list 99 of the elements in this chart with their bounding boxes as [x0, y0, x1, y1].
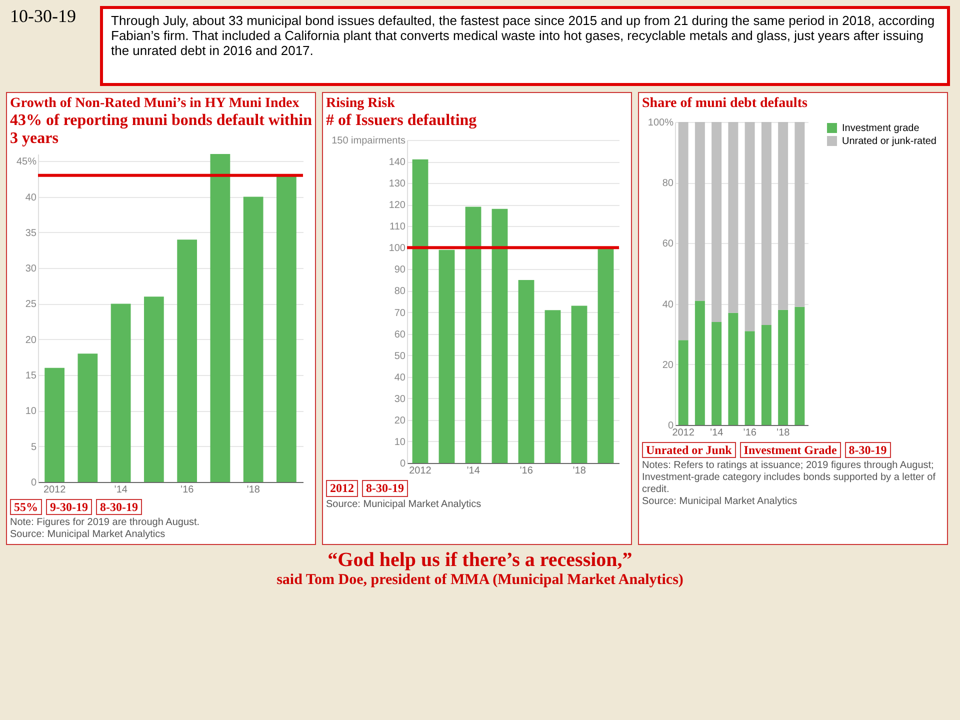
bar	[412, 160, 428, 464]
chart-title: Share of muni debt defaults	[642, 96, 808, 112]
y-tick-label: 140	[388, 158, 406, 169]
bar	[465, 207, 482, 464]
y-tick-label: 90	[394, 265, 406, 276]
bar	[78, 354, 98, 482]
text: Through July, about 33 municipal bond issues defaulted, the fastest pace since 2015 and up from 21 during the same period in 2018, according Fabian’s firm. That included a California plant that converts medical waste into hot gases, recyclable metals and glass, just years after issuing the unrated debt in 2016 and 2017.	[100, 6, 950, 86]
text: “God help us if there’s a recession,”	[326, 549, 634, 572]
y-tick-label: 60	[394, 330, 406, 341]
text: said Tom Doe, president of MMA (Municipal Market Analytics)	[276, 572, 684, 590]
text: 8-30-19	[362, 480, 408, 497]
y-tick-label: 130	[388, 179, 406, 190]
text: 10-30-19	[10, 6, 77, 28]
y-tick-label: 120	[388, 200, 406, 212]
bar	[678, 122, 688, 340]
text: Notes: Refers to ratings at issuance; 2019 figures through August; Investment-grade category includes bonds supported by a letter of credit.	[642, 460, 937, 496]
source-note: Source: Municipal Market Analytics	[10, 529, 166, 542]
legend-label: Investment grade	[842, 123, 920, 134]
y-tick-label: 30	[25, 263, 37, 274]
bar	[694, 122, 705, 301]
bar	[110, 304, 131, 482]
text: Unrated or Junk	[642, 442, 736, 458]
text: 8-30-19	[844, 442, 891, 458]
y-tick-label: 100%	[648, 118, 674, 129]
text: 8-30-19	[96, 498, 142, 516]
y-tick-label: 20	[25, 334, 37, 346]
x-tick-label: ’16	[180, 484, 194, 496]
chart-subtitle: 43% of reporting muni bonds default within 3 years	[10, 112, 312, 149]
y-tick-label: 30	[394, 394, 406, 406]
bar	[728, 312, 738, 426]
bar	[761, 122, 772, 326]
bar	[712, 122, 722, 322]
y-tick-label: 0	[400, 458, 406, 470]
y-tick-label: 40	[25, 192, 37, 204]
y-tick-label: 40	[662, 299, 674, 310]
y-tick-label: 70	[394, 308, 406, 320]
x-tick-label: 2012	[409, 466, 432, 477]
bar	[778, 310, 788, 426]
bar	[744, 331, 755, 426]
y-tick-label: 50	[394, 351, 406, 362]
bar	[678, 340, 688, 426]
y-tick-label: 5	[30, 442, 37, 453]
y-tick-label: 80	[662, 178, 674, 190]
text: Note: Figures for 2019 are through August.	[10, 517, 201, 530]
bar	[761, 325, 772, 426]
y-tick-label: 100	[388, 244, 406, 255]
x-tick-label: 2012	[672, 428, 695, 439]
y-tick-label: 110	[390, 222, 406, 234]
text: 9-30-19	[46, 498, 92, 516]
y-tick-label: 15	[25, 370, 37, 382]
y-tick-label: 45%	[16, 156, 37, 168]
bar	[210, 154, 230, 482]
bar	[778, 122, 788, 310]
y-tick-label: 35	[25, 228, 37, 239]
y-tick-label: 10	[25, 406, 37, 418]
y-tick-label: 60	[662, 238, 674, 250]
source-note: Source: Municipal Market Analytics	[642, 496, 798, 508]
y-tick-label: 150 impairments	[332, 136, 406, 147]
text: 55%	[10, 498, 42, 516]
bar	[712, 322, 722, 426]
chart-title: Growth of Non-Rated Muni’s in HY Muni Index	[10, 96, 300, 112]
y-tick-label: 80	[394, 286, 406, 298]
bar	[144, 296, 164, 482]
x-tick-label: ’18	[246, 484, 260, 496]
bar	[544, 310, 561, 464]
bar	[518, 280, 534, 464]
bar	[243, 196, 264, 482]
legend-label: Unrated or junk-rated	[842, 136, 936, 148]
y-tick-label: 0	[30, 477, 37, 488]
source-note: Source: Municipal Market Analytics	[326, 498, 482, 511]
y-tick-label: 20	[662, 360, 674, 371]
x-tick-label: ’18	[572, 466, 586, 477]
bar	[438, 250, 455, 464]
bar	[571, 306, 588, 464]
text: Investment Grade	[740, 442, 841, 458]
bar	[694, 300, 705, 426]
bar	[276, 175, 296, 482]
y-tick-label: 20	[394, 416, 406, 427]
x-tick-label: ’18	[776, 428, 790, 439]
chart-title: Rising Risk	[326, 96, 396, 112]
x-tick-label: 2012	[43, 484, 66, 496]
bar	[728, 122, 738, 313]
bar	[598, 248, 614, 464]
bar	[794, 306, 805, 426]
x-tick-label: ’16	[743, 428, 757, 439]
y-tick-label: 25	[25, 299, 37, 310]
bar	[794, 122, 805, 307]
bar	[44, 368, 64, 482]
x-tick-label: ’16	[520, 466, 534, 477]
bar	[177, 239, 197, 482]
bar	[492, 209, 508, 464]
x-tick-label: ’14	[710, 428, 724, 439]
bar	[744, 122, 755, 332]
y-tick-label: 40	[394, 372, 406, 384]
y-tick-label: 0	[668, 420, 674, 432]
x-tick-label: ’14	[466, 466, 480, 477]
x-tick-label: ’14	[114, 484, 128, 496]
y-tick-label: 10	[394, 437, 406, 448]
chart-subtitle: # of Issuers defaulting	[326, 112, 478, 130]
